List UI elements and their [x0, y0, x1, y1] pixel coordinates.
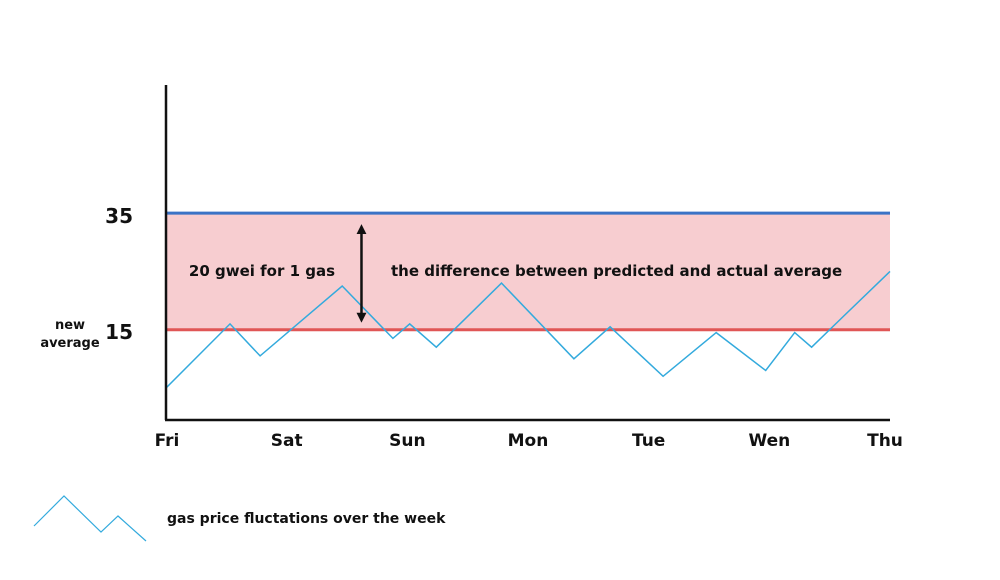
new-average-label-line2: average	[40, 336, 100, 351]
legend-label: gas price fluctations over the week	[167, 511, 446, 527]
y-tick-label-35: 35	[105, 204, 133, 228]
new-average-label-line1: new	[55, 318, 85, 333]
x-tick-label-sun: Sun	[389, 431, 425, 451]
x-tick-label-tue: Tue	[632, 431, 665, 451]
x-tick-label-thu: Thu	[867, 431, 903, 451]
gap-label: 20 gwei for 1 gas	[189, 262, 335, 280]
x-tick-label-wen: Wen	[748, 431, 790, 451]
x-tick-label-mon: Mon	[508, 431, 549, 451]
x-tick-label-sat: Sat	[271, 431, 303, 451]
gas-price-series-line	[165, 270, 891, 389]
band-description-label: the difference between predicted and act…	[391, 262, 842, 280]
legend-swatch	[33, 495, 147, 542]
x-tick-label-fri: Fri	[155, 431, 180, 451]
y-tick-label-15: 15	[105, 320, 133, 344]
